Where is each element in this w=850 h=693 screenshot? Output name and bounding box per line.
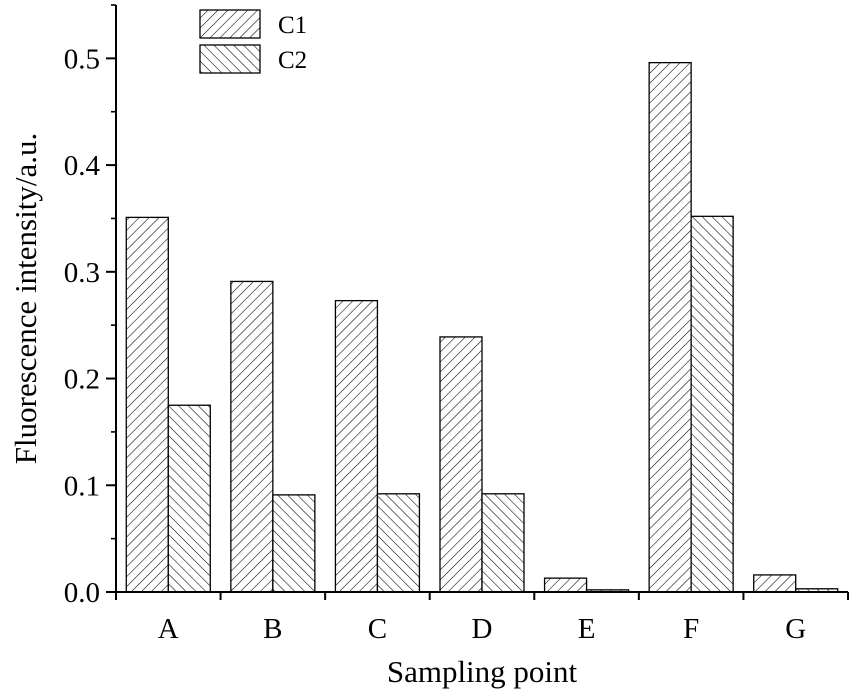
y-tick-label: 0.0	[64, 577, 100, 609]
bar-c2-d	[481, 493, 525, 593]
legend-label-c1: C1	[278, 12, 307, 39]
bar-c2-c	[376, 493, 421, 593]
axes: 0.0 0.1 0.2 0.3 0.4 0.5 A B C D E F G	[64, 4, 849, 645]
y-tick-label: 0.1	[64, 470, 100, 502]
legend-label-c2: C2	[278, 47, 307, 74]
x-tick-label: G	[785, 613, 806, 645]
bar-c2-f	[690, 215, 734, 593]
legend-swatch-c2	[199, 44, 261, 74]
plot-area	[125, 61, 839, 593]
x-tick-label: D	[472, 613, 493, 645]
bar-c1-g	[753, 574, 797, 593]
y-tick-label: 0.3	[64, 257, 100, 289]
bar-c1-d	[439, 336, 483, 593]
x-axis-title: Sampling point	[387, 654, 578, 689]
x-tick-label: C	[368, 613, 387, 645]
y-axis-title: Fluorescence intensity/a.u.	[8, 133, 43, 464]
y-tick-label: 0.2	[64, 364, 100, 396]
bar-c1-e	[543, 577, 588, 593]
bar-c2-b	[272, 494, 316, 593]
bar-c1-f	[648, 61, 692, 593]
bar-c2-a	[167, 404, 211, 593]
y-tick-label: 0.5	[64, 43, 100, 75]
x-tick-label: A	[158, 613, 179, 645]
bar-c1-c	[334, 299, 379, 593]
y-tick-label: 0.4	[64, 150, 101, 182]
legend-swatch-c1	[199, 9, 261, 39]
bar-c1-a	[125, 216, 169, 593]
bar-c1-b	[230, 280, 274, 593]
x-tick-label: B	[263, 613, 282, 645]
x-tick-label: E	[578, 613, 596, 645]
x-tick-label: F	[683, 613, 699, 645]
